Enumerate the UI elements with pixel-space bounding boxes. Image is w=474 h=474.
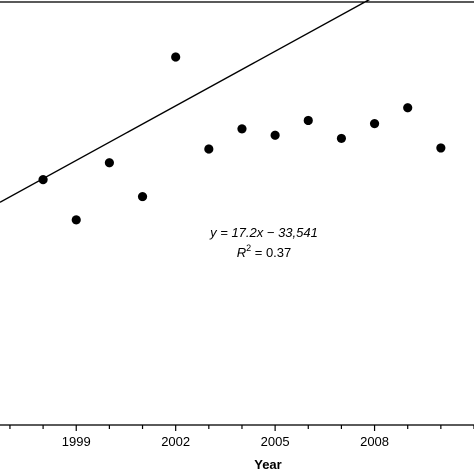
x-tick-label-2008: 2008: [360, 434, 389, 449]
plot-frame: [0, 1, 474, 426]
data-point-2000: [104, 158, 114, 168]
data-point-2003: [204, 144, 214, 154]
x-tick-label-2005: 2005: [261, 434, 290, 449]
x-tick-label-1999: 1999: [62, 434, 91, 449]
data-point-2007: [336, 133, 347, 144]
data-point-1999: [71, 215, 81, 225]
data-point-2005: [270, 130, 280, 140]
data-point-2006: [303, 115, 313, 126]
data-point-2004: [237, 124, 247, 134]
data-points: [38, 52, 446, 225]
x-tick-label-2002: 2002: [161, 434, 190, 449]
data-point-2008: [369, 119, 380, 129]
trend-line: [0, 0, 371, 203]
data-point-1998: [38, 175, 48, 185]
r-squared-label: R2 = 0.37: [237, 243, 292, 260]
data-point-2002: [171, 52, 181, 62]
data-point-2001: [137, 191, 148, 202]
x-axis-label: Year: [254, 457, 281, 472]
data-point-2010: [436, 143, 446, 153]
x-axis-ticks: 1999 2002 2005 2008: [9, 425, 474, 449]
data-point-2009: [403, 103, 413, 113]
regression-equation: y = 17.2x − 33,541: [209, 225, 318, 240]
